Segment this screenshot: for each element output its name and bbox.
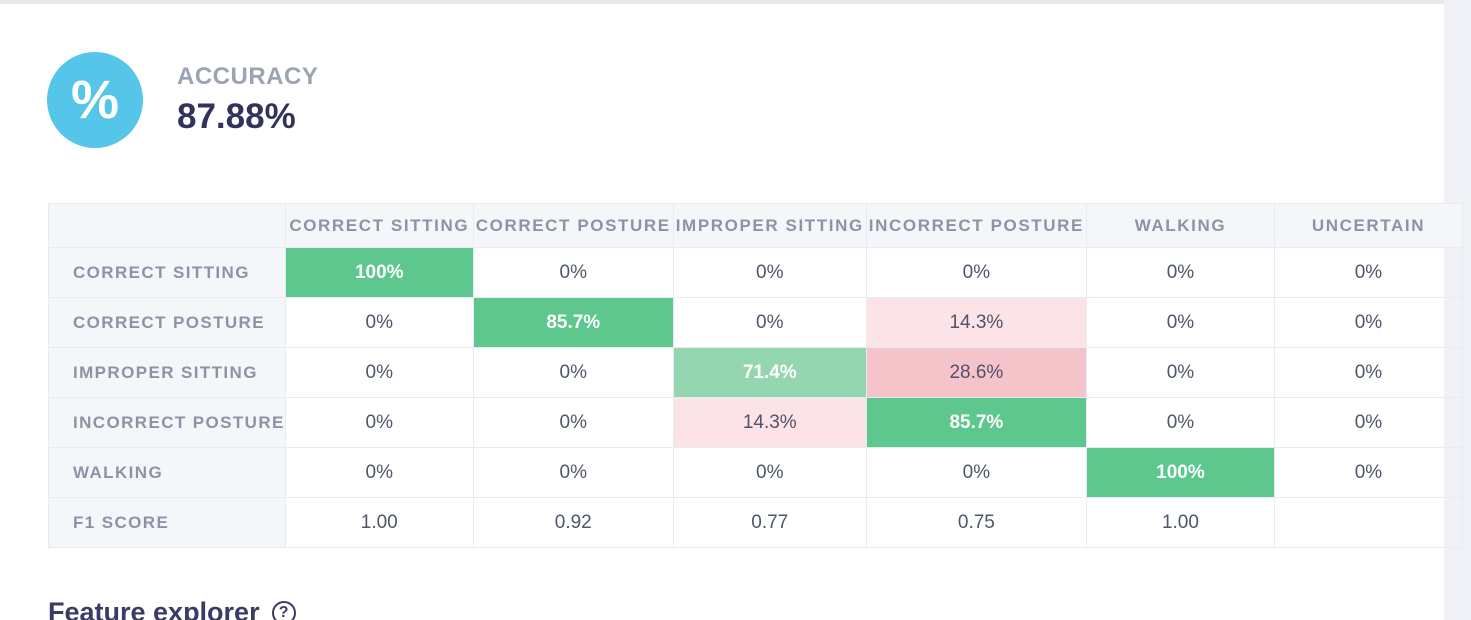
- matrix-cell: 85.7%: [472, 297, 674, 348]
- matrix-cell: 0%: [1273, 297, 1463, 348]
- matrix-cell: 0%: [1085, 397, 1275, 448]
- matrix-cell: 100%: [1085, 447, 1275, 498]
- matrix-cell: 0%: [284, 397, 474, 448]
- matrix-cell: 85.7%: [865, 397, 1087, 448]
- matrix-cell: 0%: [1085, 297, 1275, 348]
- matrix-cell: 0%: [472, 397, 674, 448]
- matrix-corner-cell: [48, 203, 286, 248]
- accuracy-texts: ACCURACY 87.88%: [177, 63, 318, 137]
- matrix-cell: 1.00: [1085, 497, 1275, 548]
- percent-icon: %: [47, 52, 143, 148]
- column-header: WALKING: [1085, 203, 1275, 248]
- matrix-cell: 71.4%: [672, 347, 867, 398]
- help-icon[interactable]: ?: [271, 600, 296, 620]
- matrix-cell: 0%: [1085, 347, 1275, 398]
- matrix-cell: 0%: [865, 447, 1087, 498]
- feature-explorer-heading: Feature explorer ?: [48, 597, 296, 620]
- matrix-cell: 1.00: [284, 497, 474, 548]
- matrix-cell: 0%: [284, 297, 474, 348]
- feature-explorer-title: Feature explorer: [48, 597, 260, 620]
- percent-glyph: %: [70, 70, 119, 130]
- top-divider-bar: [0, 0, 1444, 4]
- accuracy-card: % ACCURACY 87.88%: [47, 52, 318, 148]
- matrix-cell: 0%: [1273, 397, 1463, 448]
- matrix-cell: 0%: [1273, 247, 1463, 298]
- matrix-row: INCORRECT POSTURE 0% 0% 14.3% 85.7% 0% 0%: [48, 397, 1463, 448]
- matrix-cell: 14.3%: [672, 397, 867, 448]
- row-label: INCORRECT POSTURE: [48, 397, 286, 448]
- matrix-cell: 0%: [1085, 247, 1275, 298]
- matrix-cell: 0%: [672, 247, 867, 298]
- matrix-row: F1 SCORE 1.00 0.92 0.77 0.75 1.00: [48, 497, 1463, 548]
- confusion-matrix: CORRECT SITTING CORRECT POSTURE IMPROPER S…: [48, 203, 1463, 548]
- matrix-cell: 0%: [472, 347, 674, 398]
- row-label: CORRECT SITTING: [48, 247, 286, 298]
- matrix-cell: 0%: [472, 447, 674, 498]
- matrix-cell: 0%: [284, 347, 474, 398]
- column-header: UNCERTAIN: [1273, 203, 1463, 248]
- matrix-cell: 0%: [472, 247, 674, 298]
- matrix-cell: [1273, 497, 1463, 548]
- matrix-cell: 100%: [284, 247, 474, 298]
- column-header: CORRECT POSTURE: [472, 203, 674, 248]
- matrix-row: CORRECT POSTURE 0% 85.7% 0% 14.3% 0% 0%: [48, 297, 1463, 348]
- matrix-cell: 0.75: [865, 497, 1087, 548]
- row-label: WALKING: [48, 447, 286, 498]
- column-header: CORRECT SITTING: [284, 203, 474, 248]
- matrix-cell: 14.3%: [865, 297, 1087, 348]
- matrix-cell: 28.6%: [865, 347, 1087, 398]
- accuracy-value: 87.88%: [177, 97, 296, 136]
- matrix-cell: 0.77: [672, 497, 867, 548]
- matrix-header: CORRECT SITTING CORRECT POSTURE IMPROPER S…: [48, 203, 1463, 248]
- matrix-cell: 0%: [672, 447, 867, 498]
- matrix-row: WALKING 0% 0% 0% 0% 100% 0%: [48, 447, 1463, 498]
- matrix-cell: 0%: [672, 297, 867, 348]
- matrix-cell: 0.92: [472, 497, 674, 548]
- row-label: CORRECT POSTURE: [48, 297, 286, 348]
- matrix-cell: 0%: [1273, 347, 1463, 398]
- row-label: IMPROPER SITTING: [48, 347, 286, 398]
- column-header: INCORRECT POSTURE: [865, 203, 1087, 248]
- column-header: IMPROPER SITTING: [672, 203, 867, 248]
- confusion-matrix-table: CORRECT SITTING CORRECT POSTURE IMPROPER S…: [48, 203, 1463, 548]
- matrix-cell: 0%: [865, 247, 1087, 298]
- matrix-cell: 0%: [284, 447, 474, 498]
- matrix-body: CORRECT SITTING 100% 0% 0% 0% 0% 0% CORRECT POS…: [48, 247, 1463, 548]
- matrix-row: IMPROPER SITTING 0% 0% 71.4% 28.6% 0% 0%: [48, 347, 1463, 398]
- matrix-cell: 0%: [1273, 447, 1463, 498]
- accuracy-label: ACCURACY: [177, 63, 319, 90]
- matrix-row: CORRECT SITTING 100% 0% 0% 0% 0% 0%: [48, 247, 1463, 298]
- row-label: F1 SCORE: [48, 497, 286, 548]
